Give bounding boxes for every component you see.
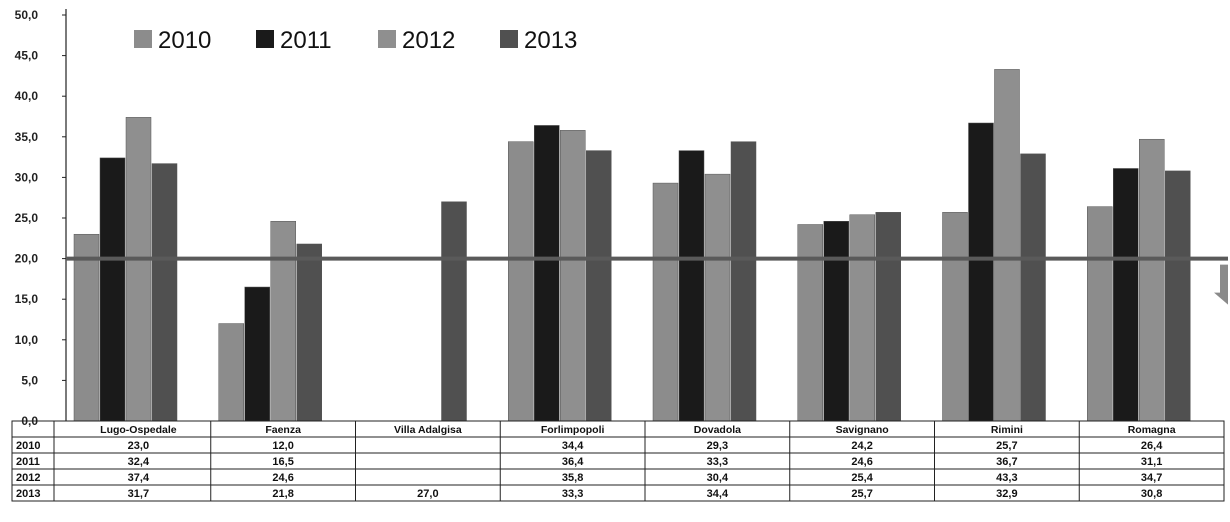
table-cell-value: 21,8 [272,488,293,500]
table-cell-value: 24,2 [851,440,872,452]
bar [1020,153,1046,422]
table-cell-value: 12,0 [272,440,293,452]
bar [942,212,968,422]
bar [296,243,322,422]
table-cell-value: 33,3 [562,488,583,500]
bar [1165,170,1191,422]
table-cell-value: 25,4 [851,472,873,484]
data-table: Lugo-Ospedale Faenza Villa Adalgisa Forlimp… [11,420,1225,502]
table-cell-value: 32,9 [996,488,1017,500]
y-axis: 0,05,010,015,020,025,030,035,040,045,050… [15,8,67,428]
table-row-header: 2010 [16,440,40,452]
table-cell-value: 30,4 [707,472,729,484]
y-tick-label: 25,0 [15,211,39,225]
table-cell-value: 43,3 [996,472,1017,484]
bar [534,125,560,422]
table-cell-value: 35,8 [562,472,583,484]
table-cell-value: 26,4 [1141,440,1163,452]
table-cell-value: 25,7 [851,488,872,500]
bar [730,141,757,422]
table-cell-value: 37,4 [128,472,150,484]
bar [1087,206,1113,422]
bar [218,323,244,422]
bar [244,286,270,422]
bar [125,117,152,422]
category-label: Villa Adalgisa [394,424,462,436]
legend-swatch [256,30,274,48]
legend-label: 2010 [158,27,211,54]
table-border [11,420,1225,502]
table-row-header: 2012 [16,472,40,484]
legend: 2010 2011 2012 2013 [134,27,577,54]
bar [678,150,705,422]
legend-label: 2012 [402,27,455,54]
arrow-shaft [1220,264,1228,297]
bar [704,173,731,422]
table-row-header: 2011 [16,456,40,468]
category-label: Lugo-Ospedale [100,424,177,436]
category-label: Savignano [836,424,889,436]
category-label: Rimini [991,424,1023,436]
y-tick-label: 30,0 [15,170,39,184]
table-cell-value: 24,6 [851,456,872,468]
category-label: Forlimpopoli [541,424,605,436]
arrow-head [1214,292,1228,305]
table-cell-value: 16,5 [272,456,293,468]
y-tick-label: 45,0 [15,49,39,63]
table-cell-value: 23,0 [128,440,149,452]
table-cell-value: 33,3 [707,456,728,468]
bars [66,69,1224,422]
bar [797,224,823,422]
reference-line-group [66,256,1228,305]
bar [270,220,296,422]
table-cell-value: 34,4 [707,488,729,500]
table-cell-value: 32,4 [128,456,150,468]
bar [875,212,901,422]
bar [586,150,612,422]
y-tick-label: 5,0 [21,373,38,387]
legend-swatch [500,30,518,48]
bar [1139,138,1165,422]
bar [99,157,126,422]
y-tick-label: 15,0 [15,292,39,306]
table-cell-value: 30,8 [1141,488,1162,500]
bar [508,141,534,422]
bar [849,214,875,422]
category-label: Faenza [265,424,301,436]
table-cell-value: 34,4 [562,440,584,452]
bar [151,163,178,422]
y-tick-label: 20,0 [15,252,39,266]
table-cell-value: 31,1 [1141,456,1162,468]
legend-label: 2013 [524,27,577,54]
y-tick-label: 10,0 [15,333,39,347]
bar [994,69,1020,422]
y-tick-label: 40,0 [15,89,39,103]
bar [652,182,679,422]
legend-swatch [378,30,396,48]
table-cell-value: 34,7 [1141,472,1162,484]
table-cell-value: 24,6 [272,472,293,484]
table-cell-value: 31,7 [128,488,149,500]
table-cell-value: 36,4 [562,456,584,468]
table-cell-value: 27,0 [417,488,438,500]
table-cell-value: 36,7 [996,456,1017,468]
category-label: Dovadola [694,424,741,436]
legend-swatch [134,30,152,48]
bar [823,220,849,422]
table-cell-value: 29,3 [707,440,728,452]
y-tick-label: 35,0 [15,130,39,144]
category-label: Romagna [1128,424,1176,436]
bar [968,122,994,422]
bar [1113,168,1139,422]
legend-label: 2011 [280,27,332,54]
y-tick-label: 50,0 [15,8,39,22]
table-cell-value: 25,7 [996,440,1017,452]
bar [560,130,586,422]
bar [73,233,100,422]
table-row-header: 2013 [16,488,40,500]
bar [441,201,467,422]
